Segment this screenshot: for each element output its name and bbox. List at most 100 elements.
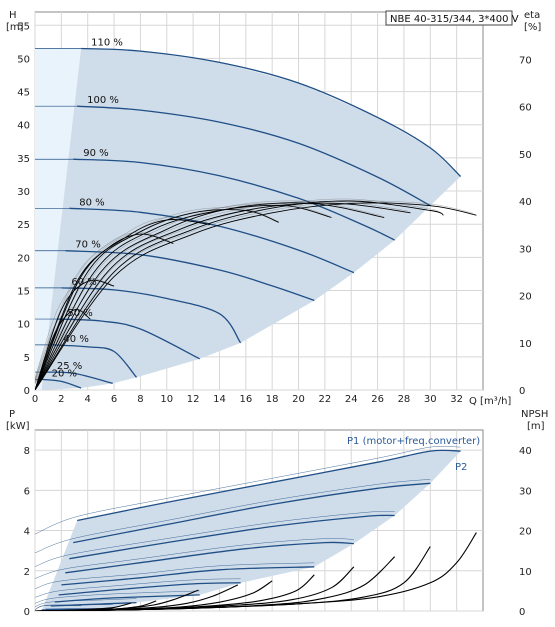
p1-annotation: P1 (motor+freq.converter)	[347, 436, 480, 447]
h-tick-label: 20	[17, 253, 30, 264]
head-curve-110	[81, 47, 462, 177]
chart-title: NBE 40-315/344, 3*400 V	[390, 14, 519, 25]
h-tick-label: 35	[17, 154, 30, 165]
head-curve-90	[73, 158, 395, 241]
h-tick-label: 5	[24, 353, 30, 364]
operating-range	[41, 48, 461, 390]
p-axis-label: P	[9, 409, 15, 420]
eta-curve-thin	[35, 278, 112, 379]
speed-label-25: 25 %	[57, 361, 82, 372]
q-tick-label: 2	[58, 394, 64, 405]
head-curve-20	[41, 378, 82, 389]
npsh-tick-label: 10	[519, 567, 532, 578]
eta-tick-label: 40	[519, 197, 532, 208]
eta-curve-110	[35, 202, 477, 390]
q-tick-label: 24	[345, 394, 358, 405]
eta-tick-label: 50	[519, 150, 532, 161]
h-tick-label: 25	[17, 220, 30, 231]
h-tick-label: 30	[17, 187, 30, 198]
npsh-axis-label: NPSH	[521, 409, 548, 420]
power-ticks: 0 2 4 6 8 0 10 20 30 40	[24, 446, 532, 618]
eta-tick-label: 0	[519, 386, 525, 397]
npsh-curves	[35, 532, 477, 611]
eta-curve-20	[35, 308, 91, 390]
power-curve-60	[58, 582, 241, 596]
p1-curve-40	[35, 598, 137, 607]
p1-curve-80	[35, 538, 354, 579]
eta-curve-70	[35, 204, 332, 390]
power-curve-90	[69, 514, 395, 560]
q-tick-label: 14	[213, 394, 226, 405]
q-tick-label: 0	[32, 394, 38, 405]
p2-annotation: P2	[455, 462, 467, 473]
speed-label-100: 100 %	[87, 95, 119, 106]
q-tick-label: 28	[398, 394, 411, 405]
h-tick-label: 40	[17, 121, 30, 132]
p-tick-label: 6	[24, 486, 30, 497]
eta-axis-unit: [%]	[524, 22, 541, 33]
p1-curve-20	[35, 605, 82, 611]
title-box	[385, 10, 513, 26]
power-curve-70	[61, 566, 315, 586]
npsh-tick-label: 20	[519, 527, 532, 538]
head-curve-60	[61, 287, 242, 344]
h-tick-label: 10	[17, 320, 30, 331]
eta-tick-label: 20	[519, 292, 532, 303]
p1-curve-100	[35, 479, 431, 554]
p1-curve-60	[35, 578, 241, 598]
q-axis-label: Q [m³/h]	[469, 396, 511, 407]
head-operating-area	[35, 48, 461, 390]
speed-label-20: 20 %	[52, 368, 77, 379]
eta-tick-label: 10	[519, 339, 532, 350]
power-curve-100	[73, 482, 431, 544]
p-tick-label: 2	[24, 567, 30, 578]
h-tick-label: 50	[17, 54, 30, 65]
p1-curve-110	[35, 446, 461, 535]
q-tick-label: 4	[85, 394, 91, 405]
q-tick-label: 26	[371, 394, 384, 405]
speed-label-110: 110 %	[91, 37, 123, 48]
q-tick-label: 30	[424, 394, 437, 405]
q-tick-label: 32	[450, 394, 463, 405]
eta-tick-label: 30	[519, 244, 532, 255]
power-curve-110	[77, 449, 461, 522]
power-curve-40	[50, 601, 137, 607]
head-curve-80	[69, 207, 355, 274]
p1-curve-50	[35, 590, 200, 604]
eta-curve-thin	[35, 200, 474, 384]
power-curve-80	[65, 541, 354, 574]
q-tick-label: 6	[111, 394, 117, 405]
efficiency-curves	[35, 198, 477, 390]
head-curve-25	[46, 371, 113, 385]
eta-curve-80	[35, 202, 385, 390]
head-curve-100	[77, 105, 431, 207]
npsh-axis-unit: [m]	[527, 421, 545, 432]
p-axis-unit: [kW]	[6, 421, 30, 432]
eta-curve-90	[35, 202, 411, 390]
speed-labels: 110 % 100 % 90 % 80 % 70 % 60 % 50 % 40 % 25 %20…	[52, 37, 123, 379]
npsh-tick-label: 0	[519, 607, 525, 618]
speed-label-90: 90 %	[83, 148, 108, 159]
p-tick-label: 4	[24, 527, 30, 538]
eta-curve-thin	[35, 307, 88, 380]
q-tick-label: 16	[239, 394, 252, 405]
h-axis-unit: [m]	[6, 22, 24, 33]
min-flow-zone	[35, 48, 82, 390]
head-curves	[35, 47, 462, 389]
h-tick-label: 55	[17, 21, 30, 32]
speed-label-50: 50 %	[67, 308, 92, 319]
npsh-tick-label: 30	[519, 486, 532, 497]
h-axis-label: H	[9, 10, 17, 21]
npsh-curve-20	[35, 602, 132, 611]
p1-curve-90	[35, 511, 395, 567]
h-tick-label: 15	[17, 287, 30, 298]
eta-curve-thin	[35, 231, 171, 381]
q-tick-label: 20	[292, 394, 305, 405]
eta-curve-60	[35, 209, 279, 390]
q-tick-label: 18	[266, 394, 279, 405]
q-tick-label: 12	[187, 394, 200, 405]
p-tick-label: 8	[24, 446, 30, 457]
p1-curve-25	[35, 604, 113, 610]
